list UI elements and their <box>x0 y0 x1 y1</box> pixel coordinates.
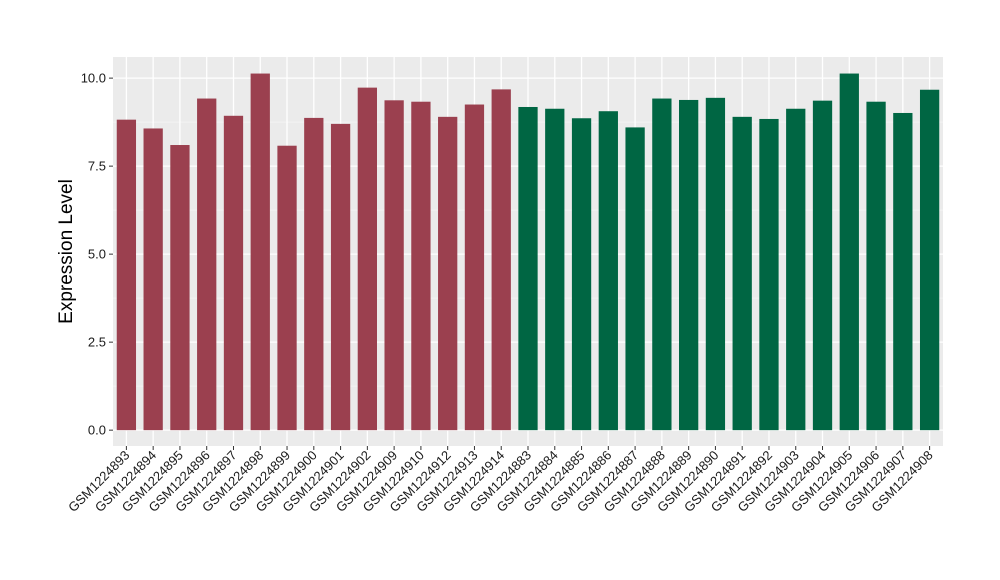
bar <box>571 118 592 431</box>
y-tick-label: 2.5 <box>88 335 106 350</box>
bar <box>705 97 726 431</box>
bar <box>839 73 859 431</box>
x-axis: GSM1224893GSM1224894GSM1224895GSM1224896… <box>65 446 936 515</box>
bar <box>598 111 618 431</box>
y-tick-label: 0.0 <box>88 423 106 438</box>
bar <box>812 100 833 431</box>
bar <box>223 115 244 431</box>
bar <box>384 100 404 431</box>
bar <box>464 104 485 431</box>
bars <box>116 73 940 431</box>
bar <box>330 123 351 431</box>
bar <box>277 145 297 431</box>
bar <box>438 116 458 431</box>
bar <box>893 112 913 431</box>
bar <box>304 117 324 431</box>
bar <box>919 89 940 431</box>
bar <box>491 89 511 431</box>
y-tick-label: 5.0 <box>88 247 106 262</box>
bar <box>250 73 270 431</box>
bar <box>357 87 377 431</box>
y-axis: 0.0 2.5 5.0 7.5 10.0 <box>81 71 113 438</box>
y-axis-title: Expression Level <box>56 179 77 324</box>
bar <box>411 101 431 431</box>
bar <box>866 101 886 431</box>
bar <box>116 119 137 431</box>
y-tick-label: 10.0 <box>81 71 106 86</box>
bar <box>786 108 806 431</box>
bar <box>652 98 672 431</box>
bar <box>679 99 699 431</box>
bar <box>545 108 565 431</box>
y-tick-label: 7.5 <box>88 159 106 174</box>
bar <box>759 118 779 431</box>
bar <box>732 116 752 431</box>
bar <box>625 127 645 431</box>
bar <box>143 128 163 431</box>
bar <box>170 145 190 431</box>
bar <box>197 98 217 431</box>
bar <box>518 106 538 431</box>
